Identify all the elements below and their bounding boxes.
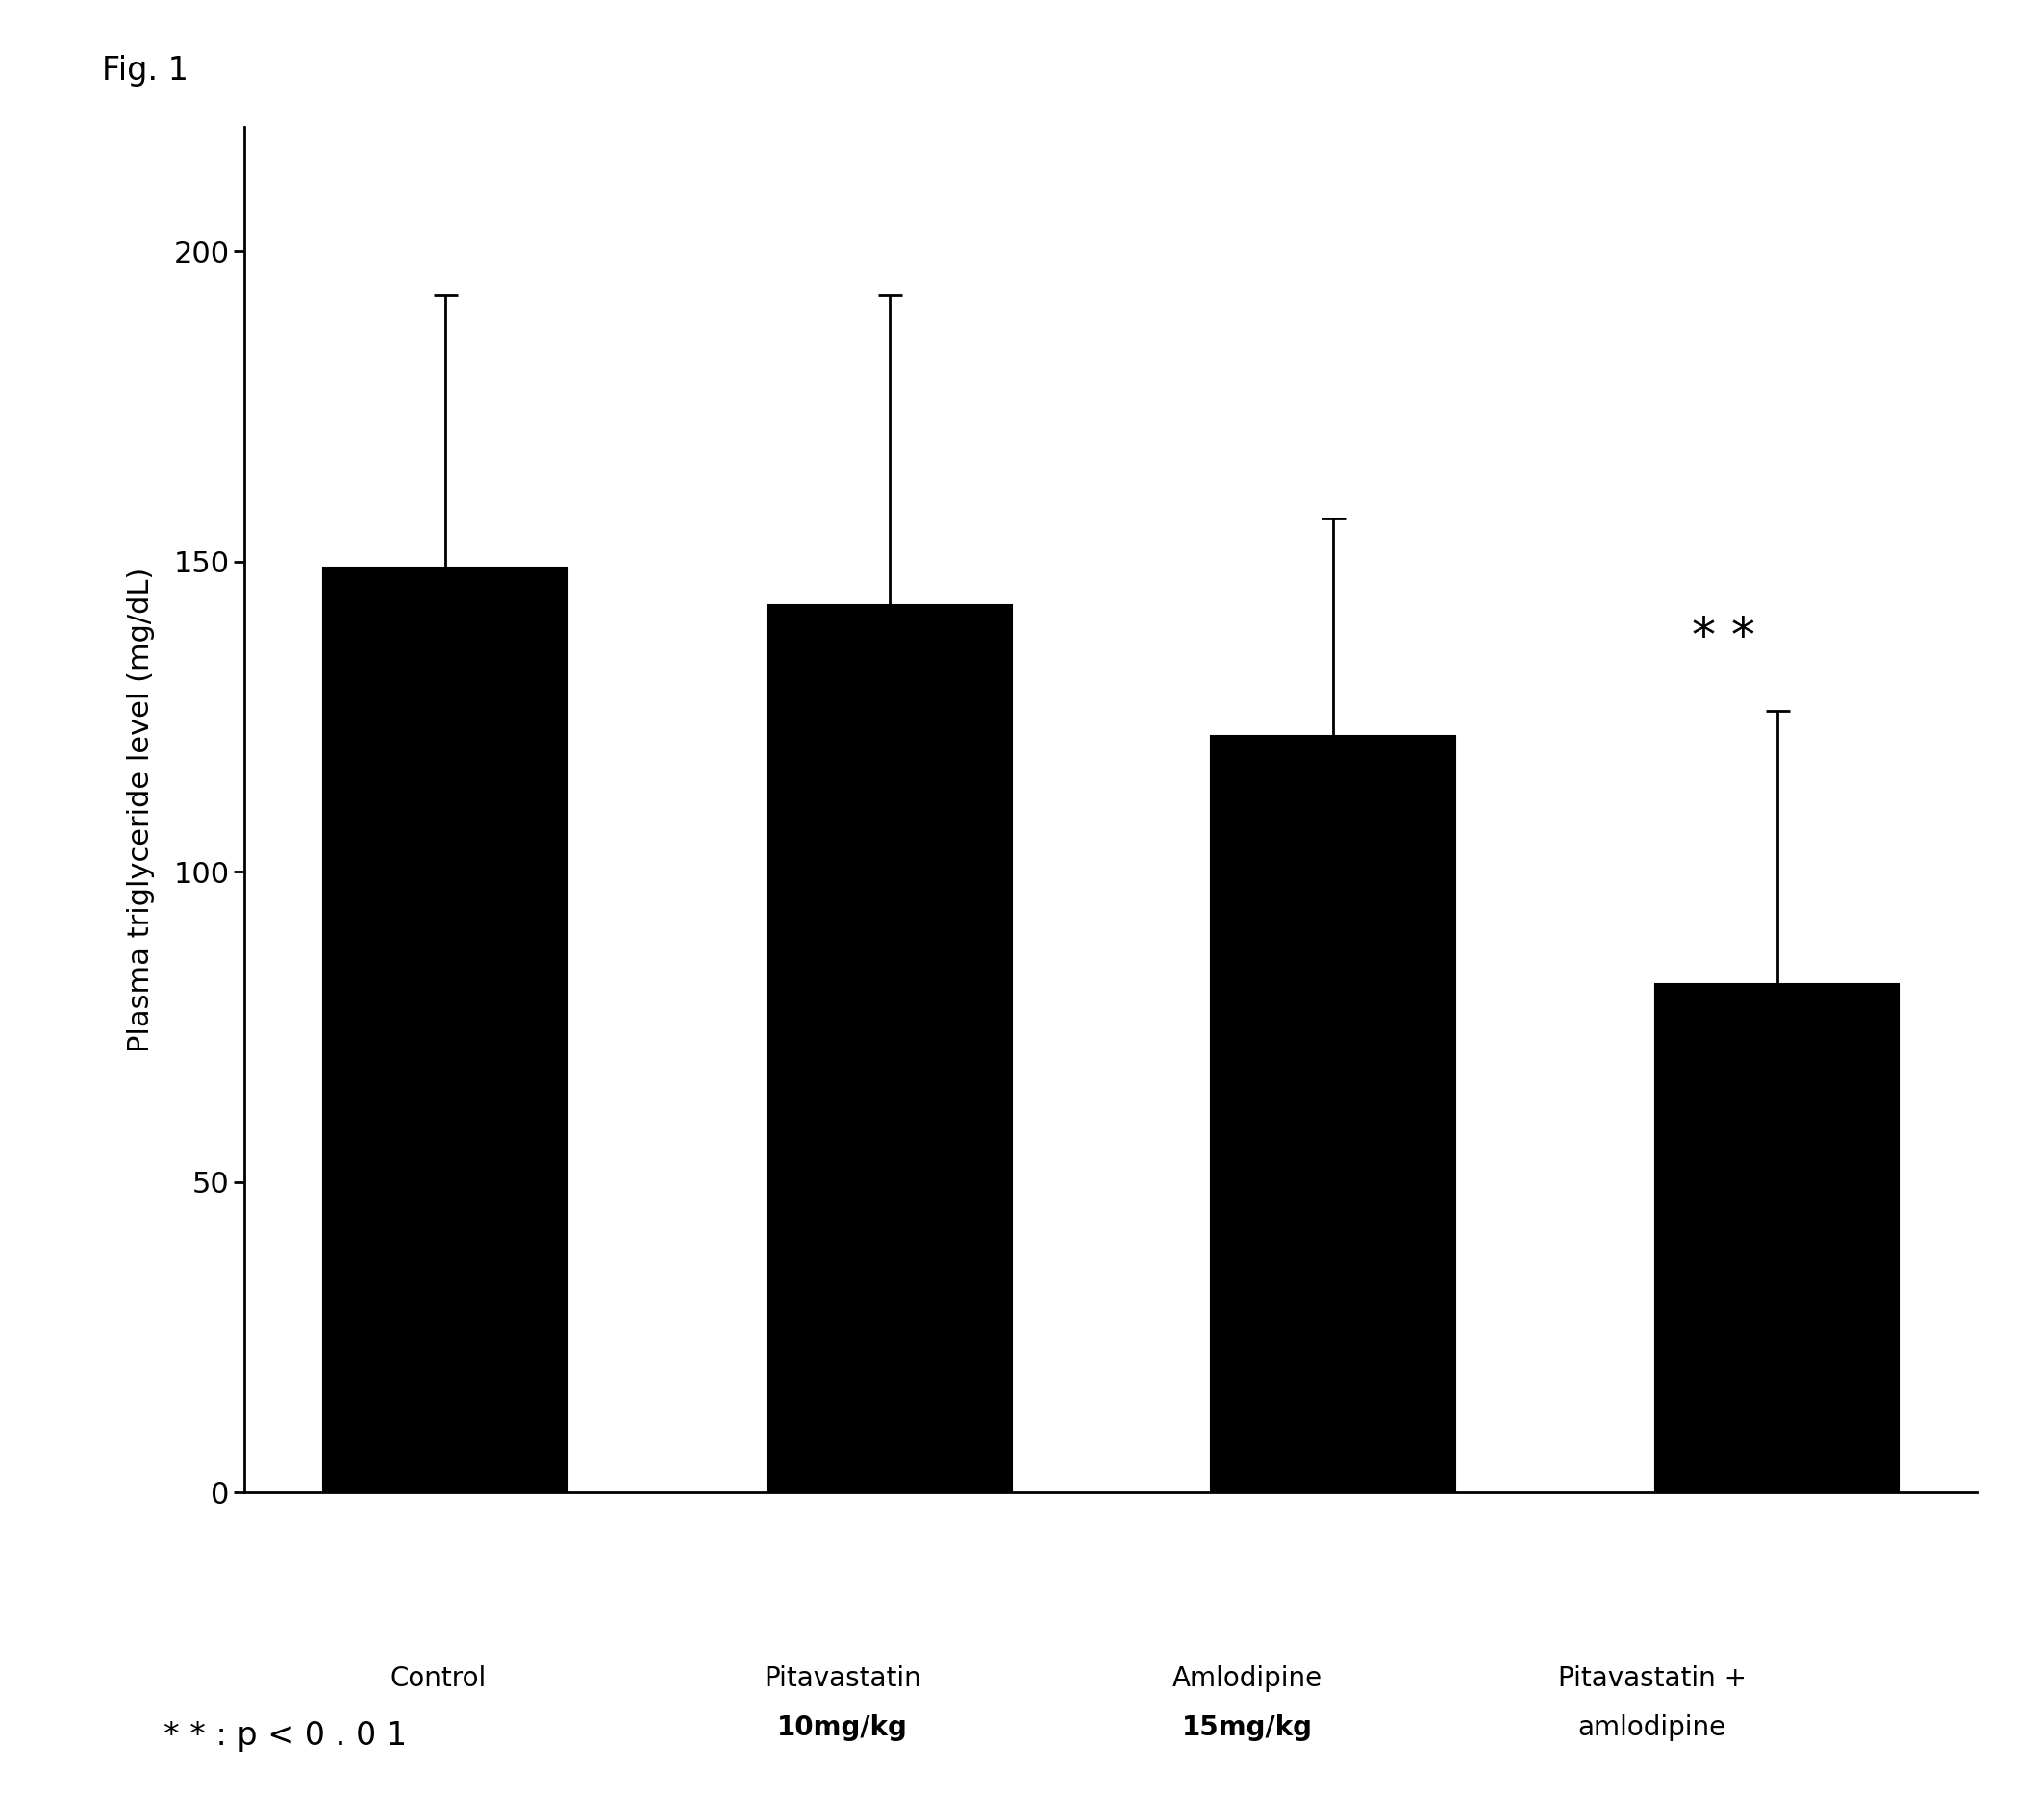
Text: * *: * * <box>1692 615 1756 661</box>
Bar <box>767 604 1011 1492</box>
Text: Pitavastatin +: Pitavastatin + <box>1558 1665 1745 1693</box>
Text: 10mg/kg: 10mg/kg <box>777 1714 907 1742</box>
Text: 15mg/kg: 15mg/kg <box>1183 1714 1313 1742</box>
Bar <box>1656 983 1898 1492</box>
Text: * * : p < 0 . 0 1: * * : p < 0 . 0 1 <box>163 1720 406 1751</box>
Text: Control: Control <box>389 1665 485 1693</box>
Bar <box>324 568 567 1492</box>
Text: amlodipine: amlodipine <box>1578 1714 1727 1742</box>
Y-axis label: Plasma triglyceride level (mg/dL): Plasma triglyceride level (mg/dL) <box>126 568 155 1052</box>
Text: Amlodipine: Amlodipine <box>1172 1665 1323 1693</box>
Text: Fig. 1: Fig. 1 <box>102 55 188 86</box>
Text: Pitavastatin: Pitavastatin <box>765 1665 922 1693</box>
Bar <box>1211 735 1456 1492</box>
